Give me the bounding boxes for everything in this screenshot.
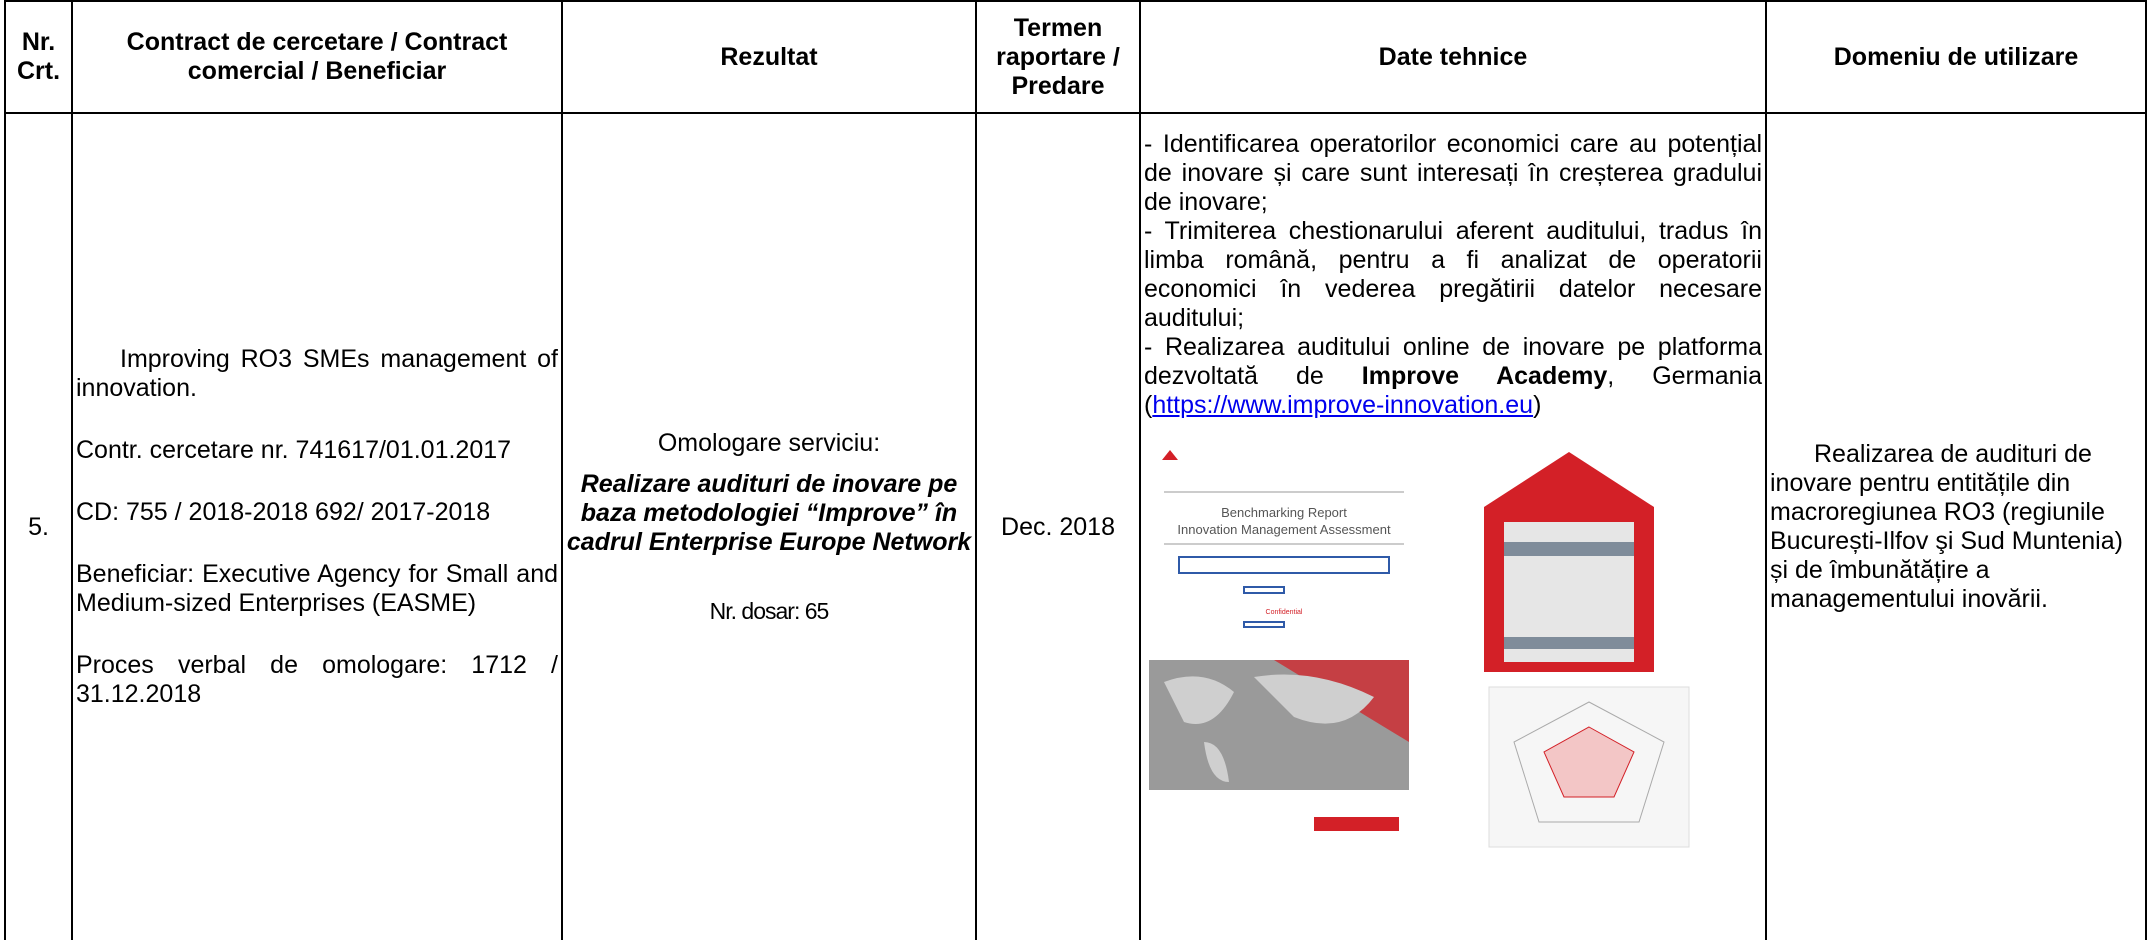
date-cell: - Identificarea operatorilor economici c… (1139, 112, 1767, 940)
nr-cell: 5. (4, 112, 73, 940)
figure-text: Benchmarking Report (1221, 505, 1347, 520)
figure-text: Confidential (1266, 609, 1303, 616)
text: , Germania ( (1144, 362, 1762, 419)
header-cell: Domeniu de utilizare (1765, 0, 2147, 114)
termen-cell: Dec. 2018 (975, 112, 1141, 940)
text: - Realizarea auditului online de inovare… (1144, 333, 1762, 390)
figure-text: Innovation Management Assessment (1177, 522, 1391, 537)
rezultat-intro: Omologare serviciu: (657, 428, 881, 457)
link[interactable]: https://www.improve-innovation.eu (1152, 391, 1534, 419)
contract-line: Contr. cercetare nr. 741617/01.01.2017 (76, 436, 512, 464)
contract-cell: Improving RO3 SMEs management of innovat… (71, 112, 563, 940)
rezultat-title: Realizare audituri de inovare pe baza me… (566, 469, 972, 556)
header-cell: Nr. Crt. (4, 0, 73, 114)
header-cell: Termen raportare / Predare (975, 0, 1141, 114)
contract-line: Beneficiar: Executive Agency for Small a… (76, 560, 558, 617)
header-row: Nr. Crt. Contract de cercetare / Contrac… (4, 0, 2147, 114)
domeniu-text: Realizarea de audituri de inovare pentru… (1770, 440, 2123, 613)
text: ) (1533, 391, 1542, 419)
header-cell: Rezultat (561, 0, 977, 114)
header-cell: Contract de cercetare / Contract comerci… (71, 0, 563, 114)
bold-text: Improve Academy (1361, 362, 1608, 390)
contract-line: CD: 755 / 2018-2018 692/ 2017-2018 (76, 498, 491, 526)
contract-line: Improving RO3 SMEs management of innovat… (76, 345, 558, 402)
report-figures: Benchmarking Report Innovation Managemen… (1149, 450, 1690, 848)
rezultat-dosar: Nr. dosar: 65 (709, 597, 830, 624)
header-cell: Date tehnice (1139, 0, 1767, 114)
data-row: 5. Improving RO3 SMEs management of inno… (4, 112, 2147, 940)
date-item: - Identificarea operatorilor economici c… (1144, 130, 1762, 216)
domeniu-cell: Realizarea de audituri de inovare pentru… (1765, 112, 2147, 940)
results-table: Nr. Crt. Contract de cercetare / Contrac… (4, 0, 2147, 940)
contract-line: Proces verbal de omologare: 1712 / 31.12… (76, 651, 558, 708)
rezultat-cell: Omologare serviciu: Realizare audituri d… (561, 112, 977, 940)
date-item: - Realizarea auditului online de inovare… (1144, 333, 1762, 420)
date-item: - Trimiterea chestionarului aferent audi… (1144, 217, 1762, 332)
